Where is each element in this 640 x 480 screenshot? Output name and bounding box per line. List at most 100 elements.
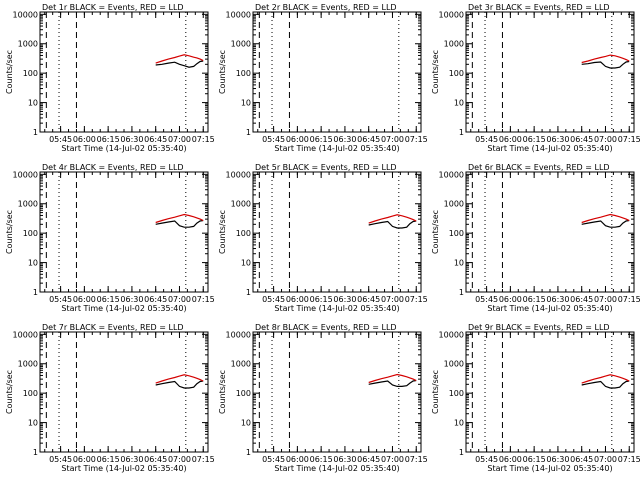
x-tick-label: 07:15 [618,295,640,304]
y-tick-label: 100 [449,69,464,78]
lld-series-line [155,54,204,64]
events-series-line [581,60,630,69]
x-tick-label: 07:15 [618,455,640,464]
events-series-line [368,379,417,387]
detector-panel: Det 1r BLACK = Events, RED = LLD 1 10 100 10… [5,3,215,153]
y-tick-label: 10000 [439,330,464,339]
y-tick-label: 1 [246,448,251,457]
panel-title: Det 1r BLACK = Events, RED = LLD [42,3,184,12]
x-tick-label: 06:00 [499,295,522,304]
y-tick-label: 1000 [444,200,464,209]
x-tick-label: 06:00 [499,135,522,144]
x-tick-label: 06:15 [523,455,546,464]
x-tick-label: 05:45 [49,295,72,304]
x-tick-label: 06:15 [97,295,120,304]
x-tick-label: 07:15 [192,135,215,144]
x-axis-label: Start Time (14-Jul-02 05:35:40) [274,304,399,313]
lld-series-line [368,373,417,384]
y-tick-label: 1000 [18,360,38,369]
y-tick-label: 10 [454,259,464,268]
y-tick-label: 10 [454,419,464,428]
x-tick-label: 06:30 [333,295,356,304]
x-tick-label: 06:45 [357,295,380,304]
x-axis-label: Start Time (14-Jul-02 05:35:40) [274,464,399,473]
x-tick-label: 06:00 [73,135,96,144]
y-tick-label: 10 [28,419,38,428]
x-tick-label: 06:45 [570,455,593,464]
panel-title: Det 7r BLACK = Events, RED = LLD [42,323,184,332]
x-tick-label: 06:15 [523,295,546,304]
x-tick-label: 07:15 [405,135,428,144]
y-tick-label: 10 [28,99,38,108]
x-tick-label: 05:45 [475,455,498,464]
x-tick-label: 07:00 [381,135,404,144]
x-tick-label: 06:00 [286,135,309,144]
y-tick-label: 1 [459,128,464,137]
y-tick-label: 1000 [231,40,251,49]
y-tick-label: 1 [459,448,464,457]
y-axis-label: Counts/sec [5,210,14,254]
x-tick-label: 07:15 [405,455,428,464]
x-tick-label: 06:30 [333,455,356,464]
y-tick-label: 100 [23,69,38,78]
x-tick-label: 06:45 [570,295,593,304]
y-axis-label: Counts/sec [431,370,440,414]
events-series-line [155,60,204,68]
y-tick-label: 10 [28,259,38,268]
panel-title: Det 9r BLACK = Events, RED = LLD [468,323,610,332]
panel-title: Det 6r BLACK = Events, RED = LLD [468,163,610,172]
y-tick-label: 10000 [13,330,38,339]
x-tick-label: 05:45 [262,455,285,464]
x-tick-label: 07:15 [405,295,428,304]
x-axis-label: Start Time (14-Jul-02 05:35:40) [61,464,186,473]
y-axis-label: Counts/sec [431,50,440,94]
x-tick-label: 06:00 [499,455,522,464]
y-tick-label: 1000 [231,200,251,209]
x-tick-label: 06:30 [120,455,143,464]
x-tick-label: 06:45 [357,135,380,144]
events-series-line [581,380,630,389]
x-axis-label: Start Time (14-Jul-02 05:35:40) [274,144,399,153]
x-axis-label: Start Time (14-Jul-02 05:35:40) [487,304,612,313]
events-series-line [155,219,204,228]
y-tick-label: 10000 [439,10,464,19]
y-tick-label: 10000 [226,170,251,179]
lld-series-line [368,214,417,224]
x-tick-label: 06:45 [144,455,167,464]
y-tick-label: 100 [449,389,464,398]
detector-panel: Det 2r BLACK = Events, RED = LLD 1 10 100 10… [218,3,428,153]
x-tick-label: 05:45 [475,295,498,304]
y-tick-label: 1 [33,448,38,457]
panel-title: Det 5r BLACK = Events, RED = LLD [255,163,397,172]
events-series-line [368,220,417,229]
y-tick-label: 10000 [226,10,251,19]
y-tick-label: 1 [33,288,38,297]
panel-grid: Det 1r BLACK = Events, RED = LLD11010010… [5,3,640,473]
events-series-line [581,219,630,228]
x-tick-label: 06:15 [310,455,333,464]
x-tick-label: 06:00 [73,295,96,304]
y-tick-label: 100 [449,229,464,238]
panel-title: Det 4r BLACK = Events, RED = LLD [42,163,184,172]
detector-panel: Det 5r BLACK = Events, RED = LLD 1 10 100 10… [218,163,428,313]
y-tick-label: 1000 [444,360,464,369]
lld-series-line [581,54,630,64]
x-tick-label: 06:15 [310,295,333,304]
x-tick-label: 06:45 [144,135,167,144]
y-tick-label: 100 [236,69,251,78]
x-tick-label: 07:00 [168,135,191,144]
x-tick-label: 06:30 [120,295,143,304]
x-tick-label: 06:30 [546,135,569,144]
y-tick-label: 100 [236,229,251,238]
y-tick-label: 1 [33,128,38,137]
x-tick-label: 05:45 [475,135,498,144]
y-tick-label: 1000 [231,360,251,369]
detector-panel: Det 7r BLACK = Events, RED = LLD 1 10 100 10… [5,323,215,473]
x-tick-label: 06:00 [286,455,309,464]
y-tick-label: 100 [23,389,38,398]
y-axis-label: Counts/sec [218,210,227,254]
x-tick-label: 07:00 [381,455,404,464]
lld-series-line [581,213,630,224]
events-series-line [155,380,204,389]
